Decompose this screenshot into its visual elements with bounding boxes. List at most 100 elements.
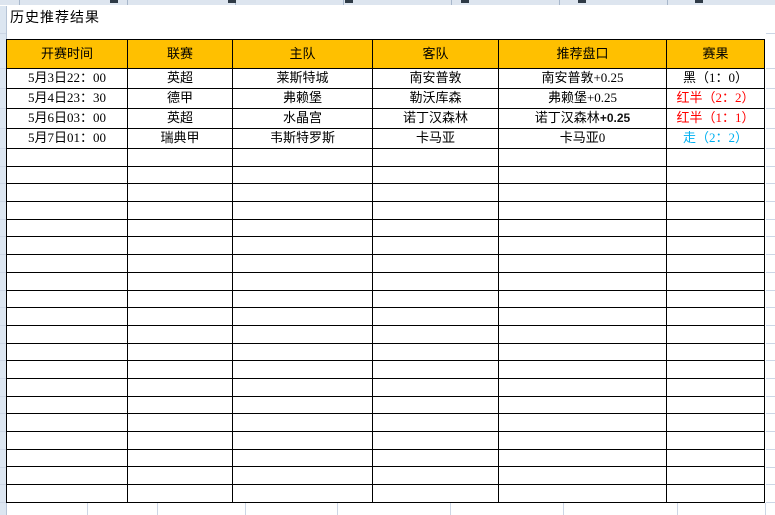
empty-cell[interactable] bbox=[372, 148, 499, 167]
empty-cell[interactable] bbox=[127, 466, 233, 486]
empty-cell[interactable] bbox=[498, 307, 667, 326]
empty-cell[interactable] bbox=[666, 448, 765, 468]
col-header-time[interactable]: 开赛时间 bbox=[6, 39, 128, 69]
empty-cell[interactable] bbox=[127, 431, 233, 450]
empty-cell[interactable] bbox=[666, 466, 765, 486]
empty-cell[interactable] bbox=[232, 183, 373, 203]
col-header-handicap[interactable]: 推荐盘口 bbox=[498, 39, 667, 69]
empty-cell[interactable] bbox=[372, 342, 499, 362]
empty-cell[interactable] bbox=[498, 448, 667, 468]
empty-cell[interactable] bbox=[232, 360, 373, 379]
empty-cell[interactable] bbox=[127, 307, 233, 326]
empty-cell[interactable] bbox=[666, 431, 765, 450]
empty-cell[interactable] bbox=[666, 324, 765, 344]
empty-cell[interactable] bbox=[372, 324, 499, 344]
empty-cell[interactable] bbox=[232, 431, 373, 450]
empty-cell[interactable] bbox=[232, 289, 373, 309]
cell-result[interactable]: 黑（1：0） bbox=[666, 68, 765, 89]
cell-handicap[interactable]: 南安普敦+0.25 bbox=[498, 68, 667, 89]
empty-cell[interactable] bbox=[666, 360, 765, 379]
empty-cell[interactable] bbox=[6, 395, 128, 415]
cell-away[interactable]: 勒沃库森 bbox=[372, 88, 499, 109]
cell-result[interactable]: 红半（1：1） bbox=[666, 108, 765, 129]
cell-home[interactable]: 韦斯特罗斯 bbox=[232, 128, 373, 149]
empty-cell[interactable] bbox=[6, 148, 128, 167]
empty-cell[interactable] bbox=[127, 236, 233, 256]
empty-cell[interactable] bbox=[127, 484, 233, 503]
empty-cell[interactable] bbox=[666, 395, 765, 415]
empty-cell[interactable] bbox=[498, 466, 667, 486]
empty-cell[interactable] bbox=[127, 448, 233, 468]
empty-cell[interactable] bbox=[372, 431, 499, 450]
empty-cell[interactable] bbox=[666, 484, 765, 503]
empty-cell[interactable] bbox=[372, 448, 499, 468]
empty-cell[interactable] bbox=[6, 183, 128, 203]
cell-league[interactable]: 英超 bbox=[127, 68, 233, 89]
empty-cell[interactable] bbox=[498, 484, 667, 503]
empty-cell[interactable] bbox=[498, 165, 667, 185]
empty-cell[interactable] bbox=[372, 377, 499, 397]
cell-league[interactable]: 德甲 bbox=[127, 88, 233, 109]
empty-cell[interactable] bbox=[372, 289, 499, 309]
empty-cell[interactable] bbox=[232, 448, 373, 468]
empty-cell[interactable] bbox=[6, 218, 128, 238]
empty-cell[interactable] bbox=[666, 413, 765, 432]
empty-cell[interactable] bbox=[6, 271, 128, 291]
empty-cell[interactable] bbox=[372, 307, 499, 326]
empty-cell[interactable] bbox=[127, 324, 233, 344]
empty-cell[interactable] bbox=[232, 236, 373, 256]
empty-cell[interactable] bbox=[6, 289, 128, 309]
empty-cell[interactable] bbox=[666, 307, 765, 326]
empty-cell[interactable] bbox=[666, 201, 765, 220]
empty-cell[interactable] bbox=[372, 236, 499, 256]
empty-cell[interactable] bbox=[498, 271, 667, 291]
empty-cell[interactable] bbox=[232, 377, 373, 397]
empty-cell[interactable] bbox=[372, 271, 499, 291]
empty-cell[interactable] bbox=[498, 289, 667, 309]
empty-cell[interactable] bbox=[498, 254, 667, 273]
empty-cell[interactable] bbox=[6, 342, 128, 362]
cell-time[interactable]: 5月6日03：00 bbox=[6, 108, 128, 129]
cell-result[interactable]: 红半（2：2） bbox=[666, 88, 765, 109]
empty-cell[interactable] bbox=[666, 148, 765, 167]
empty-cell[interactable] bbox=[666, 165, 765, 185]
empty-cell[interactable] bbox=[498, 324, 667, 344]
empty-cell[interactable] bbox=[666, 218, 765, 238]
empty-cell[interactable] bbox=[498, 342, 667, 362]
col-header-league[interactable]: 联赛 bbox=[127, 39, 233, 69]
empty-cell[interactable] bbox=[6, 201, 128, 220]
cell-league[interactable]: 英超 bbox=[127, 108, 233, 129]
empty-cell[interactable] bbox=[666, 289, 765, 309]
empty-cell[interactable] bbox=[6, 254, 128, 273]
empty-cell[interactable] bbox=[372, 466, 499, 486]
empty-cell[interactable] bbox=[498, 395, 667, 415]
empty-cell[interactable] bbox=[127, 271, 233, 291]
page-title[interactable]: 历史推荐结果 bbox=[10, 11, 100, 26]
empty-cell[interactable] bbox=[372, 183, 499, 203]
empty-cell[interactable] bbox=[372, 218, 499, 238]
empty-cell[interactable] bbox=[127, 377, 233, 397]
empty-cell[interactable] bbox=[232, 218, 373, 238]
empty-cell[interactable] bbox=[372, 413, 499, 432]
empty-cell[interactable] bbox=[127, 148, 233, 167]
col-header-away[interactable]: 客队 bbox=[372, 39, 499, 69]
cell-handicap[interactable]: 弗赖堡+0.25 bbox=[498, 88, 667, 109]
empty-cell[interactable] bbox=[127, 395, 233, 415]
empty-cell[interactable] bbox=[6, 236, 128, 256]
empty-cell[interactable] bbox=[6, 448, 128, 468]
empty-cell[interactable] bbox=[127, 342, 233, 362]
empty-cell[interactable] bbox=[498, 218, 667, 238]
empty-cell[interactable] bbox=[6, 431, 128, 450]
empty-cell[interactable] bbox=[127, 289, 233, 309]
cell-result[interactable]: 走（2：2） bbox=[666, 128, 765, 149]
col-header-result[interactable]: 赛果 bbox=[666, 39, 765, 69]
empty-cell[interactable] bbox=[372, 484, 499, 503]
cell-away[interactable]: 卡马亚 bbox=[372, 128, 499, 149]
empty-cell[interactable] bbox=[6, 360, 128, 379]
empty-cell[interactable] bbox=[127, 360, 233, 379]
empty-cell[interactable] bbox=[498, 377, 667, 397]
cell-handicap[interactable]: 诺丁汉森林+0.25 bbox=[498, 108, 667, 129]
empty-cell[interactable] bbox=[372, 360, 499, 379]
empty-cell[interactable] bbox=[232, 148, 373, 167]
empty-cell[interactable] bbox=[666, 271, 765, 291]
